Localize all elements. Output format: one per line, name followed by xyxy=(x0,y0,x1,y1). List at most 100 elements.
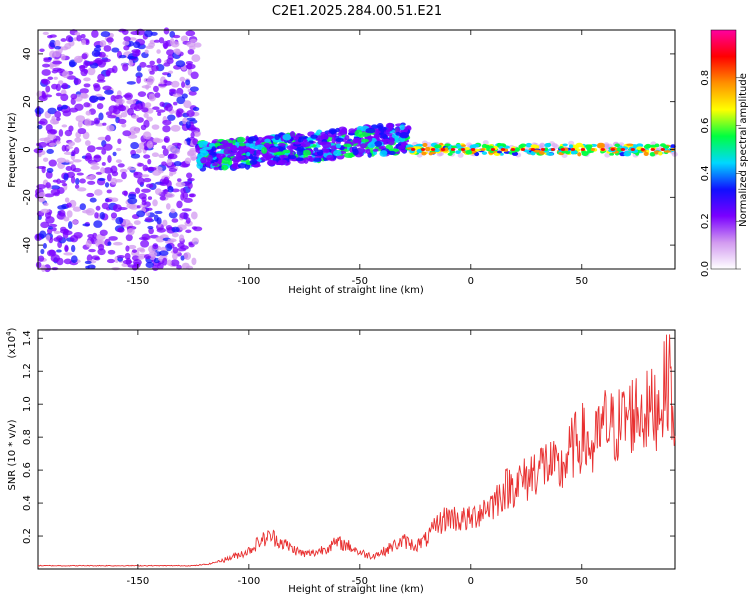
spectrogram-cell xyxy=(388,150,396,156)
spectrogram-cell xyxy=(94,212,99,219)
spectrogram-cell xyxy=(191,226,198,230)
spectrogram-cell xyxy=(115,159,122,164)
spectrogram-cell xyxy=(335,143,342,149)
spectrogram-cell xyxy=(179,76,186,82)
spectrogram-cell xyxy=(610,148,616,151)
spectrogram-cell xyxy=(313,147,319,152)
spectrogram-cell xyxy=(540,148,546,151)
y-tick-label: 1.0 xyxy=(22,396,33,412)
spectrogram-cell xyxy=(77,128,87,135)
spectrogram-cell xyxy=(145,261,155,268)
spectrogram-cell xyxy=(421,151,427,156)
spectrogram-cell xyxy=(640,148,646,151)
spectrogram-cell xyxy=(137,102,144,110)
spectrogram-cell xyxy=(60,180,66,184)
spectrogram-cell xyxy=(383,138,390,143)
spectrogram-cell xyxy=(158,83,168,87)
spectrogram-cell xyxy=(422,142,428,148)
spectrogram-cell xyxy=(41,69,51,76)
spectrogram-cell xyxy=(168,70,174,74)
spectrogram-cell xyxy=(172,252,178,260)
spectrogram-cell xyxy=(158,154,165,159)
spectrogram-panel: -150 -100 -50 0 50 -40 -20 0 20 40 Height of str… xyxy=(7,27,678,296)
spectrogram-cell xyxy=(330,145,338,150)
spectrogram-cell xyxy=(187,177,195,182)
spectrogram-cell xyxy=(303,157,309,164)
spectrogram-cell xyxy=(481,151,488,155)
spectrogram-cell xyxy=(110,165,118,174)
spectrogram-marks xyxy=(33,27,678,273)
spectrogram-cell xyxy=(84,260,92,265)
spectrogram-cell xyxy=(167,185,174,193)
spectrogram-cell xyxy=(133,171,139,176)
spectrogram-cell xyxy=(149,39,156,45)
spectrogram-cell xyxy=(561,150,569,154)
spectrogram-cell xyxy=(128,244,137,250)
spectrogram-cell xyxy=(543,147,549,152)
spectrogram-cell xyxy=(70,255,78,264)
spectrogram-cell xyxy=(562,143,568,147)
spectrogram-cell xyxy=(310,134,318,139)
spectrogram-cell xyxy=(180,35,189,43)
y-tick-label: 1.4 xyxy=(22,330,33,346)
spectrogram-cell xyxy=(455,144,462,148)
spectrogram-cell xyxy=(91,255,100,260)
spectrogram-cell xyxy=(103,143,113,151)
spectrogram-cell xyxy=(249,159,258,165)
spectrogram-cell xyxy=(650,148,656,151)
spectrogram-cell xyxy=(40,197,46,203)
spectrogram-cell xyxy=(127,197,138,205)
spectrogram-cell xyxy=(87,67,96,76)
spectrogram-cell xyxy=(97,136,107,141)
spectrogram-cell xyxy=(163,136,170,144)
spectrogram-cell xyxy=(152,137,161,143)
spectrogram-cell xyxy=(570,150,576,155)
spectrogram-cell xyxy=(600,148,606,151)
spectrogram-cell xyxy=(136,205,141,209)
spectrogram-cell xyxy=(143,177,152,183)
spectrogram-cell xyxy=(553,144,560,150)
snr-x-label: Height of straight line (km) xyxy=(288,584,424,595)
spectrogram-cell xyxy=(169,88,177,93)
spectrogram-cell xyxy=(93,154,102,163)
spectrogram-cell xyxy=(288,155,297,160)
spectrogram-cell xyxy=(167,73,172,78)
spectrogram-cell xyxy=(333,150,342,157)
colorbar-label: Normalized spectral amplitude xyxy=(738,73,749,227)
spectrogram-cell xyxy=(104,182,110,188)
spectrogram-cell xyxy=(49,50,57,59)
spectrogram-cell xyxy=(173,160,182,167)
spectrogram-cell xyxy=(148,227,154,235)
spectrogram-cell xyxy=(110,212,118,219)
spectrogram-cell xyxy=(125,234,133,242)
spectrogram-cell xyxy=(141,200,147,206)
spectrogram-cell xyxy=(534,145,540,148)
spectrogram-cell xyxy=(175,110,181,118)
snr-frame xyxy=(37,329,676,570)
spectrogram-cell xyxy=(168,173,174,177)
y-tick-label: 0.8 xyxy=(22,429,33,445)
spectrogram-cell xyxy=(71,150,76,157)
spectrogram-cell xyxy=(71,244,76,253)
spectrogram-cell xyxy=(614,143,621,148)
spectrogram-cell xyxy=(90,165,100,170)
y-tick-label: 0.2 xyxy=(22,528,33,544)
spectrogram-cell xyxy=(123,36,131,42)
spectrogram-cell xyxy=(68,141,76,147)
spectrogram-cell xyxy=(316,149,324,156)
spectrogram-cell xyxy=(186,41,196,48)
spectrogram-cell xyxy=(461,144,466,147)
spectrogram-cell xyxy=(191,257,197,266)
figure-title: C2E1.2025.284.00.51.E21 xyxy=(272,4,442,19)
spectrogram-cell xyxy=(141,85,152,89)
spectrogram-cell xyxy=(146,207,153,211)
spectrogram-cell xyxy=(74,137,82,143)
spectrogram-cell xyxy=(60,53,66,61)
spectrogram-cell xyxy=(568,144,574,149)
spectrogram-cell xyxy=(141,174,150,178)
spectrogram-cell xyxy=(190,71,199,80)
spectrogram-cell xyxy=(323,148,330,154)
spectrogram-cell xyxy=(457,152,464,158)
spectrogram-cell xyxy=(180,192,185,201)
spectrogram-cell xyxy=(39,118,48,126)
